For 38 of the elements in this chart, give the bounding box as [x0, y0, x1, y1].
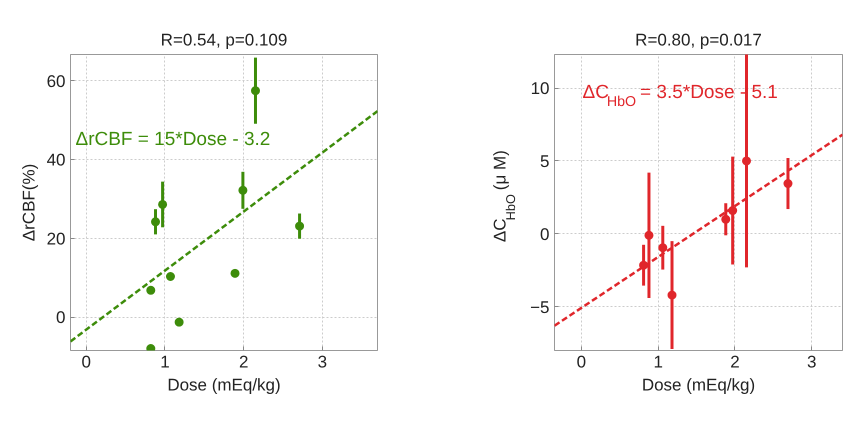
x-tick-label: 2 [238, 352, 248, 372]
chart-title: R=0.54, p=0.109 [160, 30, 288, 50]
y-tick-label: −5 [530, 298, 550, 317]
point [721, 214, 730, 224]
y-tick-label: 0 [540, 224, 550, 244]
point [644, 230, 654, 240]
point [742, 156, 751, 166]
point [166, 272, 175, 281]
annotation: ΔrCBF = 15*Dose - 3.2 [76, 129, 270, 150]
point [295, 222, 304, 231]
x-tick-label: 1 [653, 352, 663, 372]
y-tick-label: 40 [46, 150, 66, 170]
y-tick-label: 20 [46, 229, 66, 248]
x-tick-label: 2 [730, 352, 740, 372]
point [668, 290, 677, 300]
y-axis-title: ΔrCBF(%) [20, 164, 39, 242]
y-tick-label: 60 [46, 72, 66, 91]
point [658, 243, 668, 252]
point [146, 286, 156, 295]
y-axis-title: ΔCHbO (μ M) [490, 150, 518, 242]
x-axis-title: Dose (mEq/kg) [642, 376, 756, 394]
point [158, 200, 168, 209]
x-tick-label: 3 [318, 352, 328, 372]
point [174, 318, 184, 327]
x-tick-label: 0 [576, 352, 586, 372]
y-tick-label: 5 [540, 152, 550, 171]
point [783, 179, 792, 188]
chart-title: R=0.80, p=0.017 [635, 30, 762, 50]
point [238, 186, 248, 195]
point [250, 86, 260, 96]
x-tick-label: 0 [82, 352, 91, 372]
x-axis-title: Dose (mEq/kg) [167, 376, 281, 394]
point [151, 217, 160, 226]
x-tick-label: 1 [160, 352, 170, 372]
x-tick-label: 3 [807, 352, 817, 372]
y-tick-label: 0 [56, 308, 66, 328]
y-tick-label: 10 [530, 79, 550, 98]
point [230, 268, 240, 278]
